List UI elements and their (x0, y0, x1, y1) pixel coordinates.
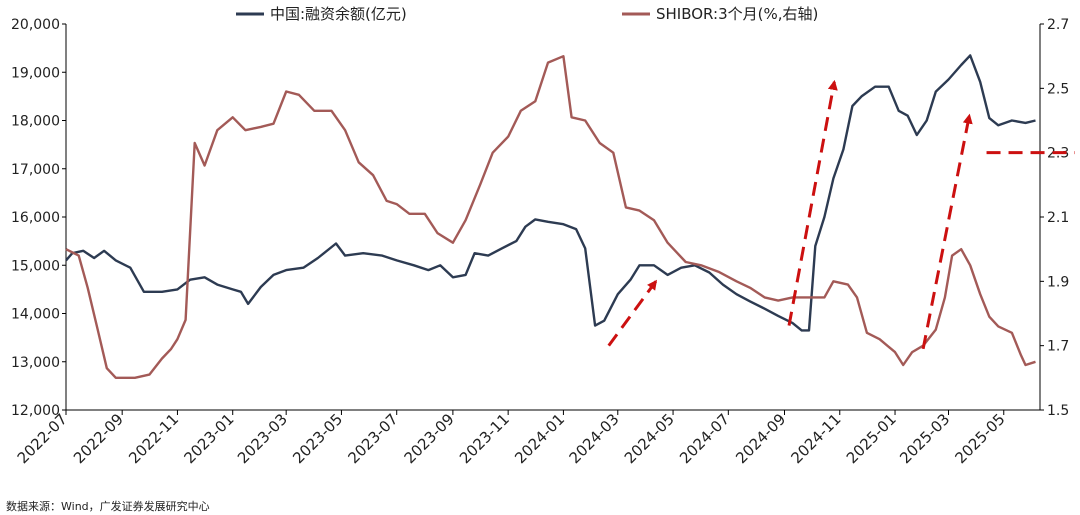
series-layer (65, 54, 1036, 379)
x-tick-label: 2023-03 (234, 410, 291, 467)
y-right-tick-label: 1.9 (1047, 274, 1069, 290)
y-left-tick-label: 13,000 (11, 355, 60, 371)
trend-arrow-1 (607, 279, 658, 347)
x-tick-label: 2023-07 (344, 410, 401, 467)
source-note: 数据来源：Wind，广发证券发展研究中心 (6, 500, 210, 513)
x-tick-label: 2023-09 (401, 410, 458, 467)
x-tick-label: 2025-05 (952, 410, 1009, 467)
x-tick-label: 2023-01 (180, 410, 237, 467)
x-tick-label: 2024-01 (511, 410, 568, 467)
x-tick-label: 2024-11 (788, 410, 845, 467)
y-right-tick-label: 2.7 (1047, 17, 1069, 33)
y-left-tick-label: 18,000 (11, 114, 60, 130)
x-tick-label: 2023-11 (456, 410, 513, 467)
x-tick-label: 2022-11 (125, 410, 182, 467)
y-right-tick-label: 1.5 (1047, 403, 1069, 419)
y-left-tick-label: 19,000 (11, 65, 60, 81)
y-right-tick-label: 2.1 (1047, 210, 1069, 226)
x-tick-label: 2024-09 (732, 410, 789, 467)
legend: 中国:融资余额(亿元) SHIBOR:3个月(%,右轴) (236, 5, 818, 23)
y-left-tick-label: 20,000 (11, 17, 60, 33)
x-tick-label: 2024-05 (621, 410, 678, 467)
legend-label-1: 中国:融资余额(亿元) (270, 5, 407, 23)
x-tick-label: 2025-03 (896, 410, 953, 467)
x-tick-label: 2024-07 (676, 410, 733, 467)
trend-arrow-3 (921, 113, 973, 350)
y-right-tick-label: 2.5 (1047, 81, 1069, 97)
y-left-tick-label: 17,000 (11, 162, 60, 178)
x-tick-label: 2023-05 (289, 410, 346, 467)
x-tick-label: 2025-01 (843, 410, 900, 467)
x-tick-label: 2024-03 (566, 410, 623, 467)
legend-label-2: SHIBOR:3个月(%,右轴) (656, 5, 818, 23)
x-tick-label: 2022-09 (70, 410, 127, 467)
y-left-tick-label: 14,000 (11, 307, 60, 323)
trend-arrow-2 (787, 79, 838, 326)
annotation-layer (607, 79, 1075, 350)
series-line-2 (65, 55, 1036, 379)
y-right-tick-label: 1.7 (1047, 339, 1069, 355)
y-left-tick-label: 16,000 (11, 210, 60, 226)
series-line-1 (65, 54, 1036, 332)
y-left-tick-label: 12,000 (11, 403, 60, 419)
y-left-tick-label: 15,000 (11, 258, 60, 274)
